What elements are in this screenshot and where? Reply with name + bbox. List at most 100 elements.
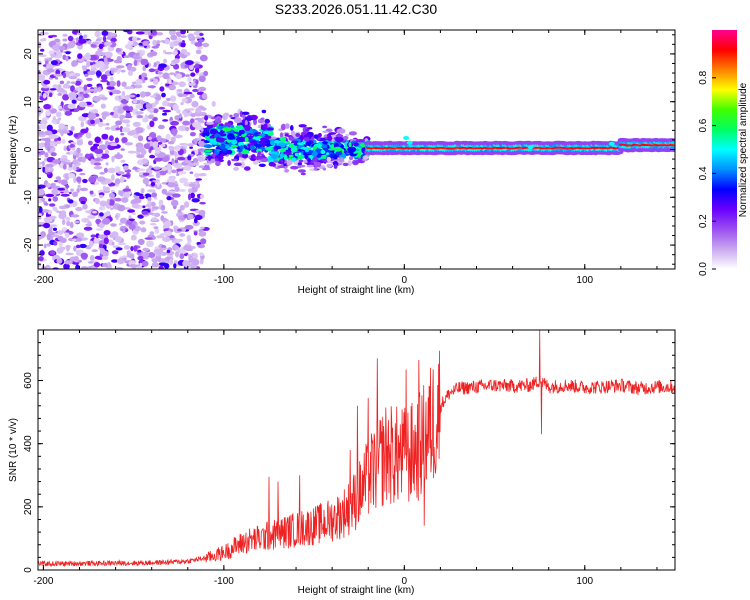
heat-blob bbox=[137, 168, 146, 171]
snr-panel: -200 -100 0 100 0 200 400 600 Height of straig… bbox=[8, 329, 676, 596]
heat-blob bbox=[168, 84, 176, 91]
heat-blob bbox=[101, 30, 109, 36]
heat-blob bbox=[113, 111, 118, 115]
heat-blob bbox=[223, 112, 230, 118]
heat-blob bbox=[38, 213, 42, 217]
heat-blob bbox=[198, 86, 207, 92]
heat-blob bbox=[87, 113, 97, 120]
heat-blob bbox=[198, 228, 203, 233]
heat-blob bbox=[48, 50, 55, 55]
heat-blob bbox=[147, 114, 155, 119]
heat-blob bbox=[53, 73, 63, 77]
heat-blob bbox=[48, 198, 52, 202]
heat-blob bbox=[118, 190, 122, 196]
heat-blob bbox=[168, 79, 172, 85]
heat-blob bbox=[110, 142, 118, 147]
heat-blob bbox=[135, 104, 144, 110]
heat-blob bbox=[44, 130, 53, 136]
heat-blob bbox=[180, 48, 187, 54]
heat-blob bbox=[297, 154, 303, 160]
heat-blob bbox=[261, 109, 267, 114]
heat-blob bbox=[153, 62, 157, 67]
heat-blob bbox=[130, 246, 134, 252]
snr-series-line bbox=[38, 330, 675, 568]
heat-blob bbox=[150, 95, 157, 98]
heat-blob bbox=[112, 113, 119, 119]
heat-blob bbox=[45, 110, 51, 117]
heat-blob bbox=[170, 136, 176, 143]
heat-blob bbox=[79, 187, 89, 192]
heat-blob bbox=[109, 67, 119, 72]
heat-blob bbox=[123, 55, 131, 58]
heat-blob bbox=[128, 94, 136, 98]
heat-blob bbox=[115, 247, 123, 251]
x-tick-label: -200 bbox=[33, 576, 53, 587]
heat-blob bbox=[66, 220, 71, 227]
heat-blob bbox=[192, 122, 199, 128]
heat-blob bbox=[80, 121, 85, 128]
heat-blob bbox=[98, 121, 104, 128]
heat-blob bbox=[134, 127, 144, 134]
heat-blob bbox=[84, 73, 89, 77]
heat-blob bbox=[189, 146, 194, 149]
heat-blob bbox=[142, 247, 150, 252]
heat-blob bbox=[406, 140, 413, 145]
heat-blob bbox=[200, 226, 205, 230]
heat-blob bbox=[41, 160, 45, 167]
heat-blob bbox=[76, 139, 84, 146]
heat-blob bbox=[275, 145, 282, 150]
heat-blob bbox=[55, 50, 62, 57]
heat-blob bbox=[106, 81, 110, 86]
heat-blob bbox=[157, 71, 163, 75]
heat-blob bbox=[302, 159, 309, 163]
heat-blob bbox=[186, 254, 195, 257]
heat-blob bbox=[87, 215, 96, 219]
heat-blob bbox=[98, 234, 107, 239]
heat-blob bbox=[135, 193, 144, 196]
heat-blob bbox=[78, 101, 88, 108]
heat-blob bbox=[108, 169, 115, 173]
heat-blob bbox=[48, 35, 53, 39]
heat-blob bbox=[178, 81, 186, 88]
heat-blob bbox=[117, 204, 126, 212]
heat-blob bbox=[179, 204, 185, 211]
heat-blob bbox=[153, 226, 159, 230]
heat-blob bbox=[99, 96, 108, 100]
heat-blob bbox=[98, 243, 104, 249]
heat-blob bbox=[170, 169, 177, 174]
x-tick-label: 100 bbox=[576, 275, 593, 286]
heat-blob bbox=[39, 138, 49, 141]
heat-blob bbox=[149, 154, 156, 159]
heat-blob bbox=[121, 174, 130, 177]
heat-blob bbox=[342, 162, 349, 167]
heat-blob bbox=[149, 146, 154, 151]
heat-blob bbox=[147, 200, 152, 205]
heat-blob bbox=[198, 209, 206, 216]
heat-blob bbox=[68, 163, 73, 168]
heat-blob bbox=[145, 168, 151, 173]
heat-blob bbox=[209, 135, 214, 139]
snr-background bbox=[38, 330, 675, 570]
heat-blob bbox=[140, 188, 145, 194]
heat-blob bbox=[135, 111, 144, 115]
heat-blob bbox=[312, 156, 319, 162]
heat-blob bbox=[78, 38, 87, 44]
heat-blob bbox=[162, 100, 168, 107]
heat-blob bbox=[105, 162, 109, 166]
heat-blob bbox=[62, 163, 67, 170]
y-tick-label: 200 bbox=[23, 498, 34, 515]
heat-blob bbox=[162, 109, 171, 113]
heat-blob bbox=[61, 139, 66, 144]
heat-blob bbox=[111, 174, 115, 181]
heat-blob bbox=[299, 134, 304, 141]
heat-blob bbox=[177, 248, 181, 253]
heat-blob bbox=[172, 50, 178, 56]
heat-blob bbox=[234, 117, 242, 124]
heat-blob bbox=[122, 188, 131, 192]
heat-blob bbox=[338, 157, 345, 163]
heat-blob bbox=[162, 119, 169, 122]
heat-blob bbox=[50, 152, 57, 157]
heat-blob bbox=[154, 147, 162, 152]
heat-blob bbox=[120, 197, 129, 203]
heat-blob bbox=[170, 199, 179, 207]
